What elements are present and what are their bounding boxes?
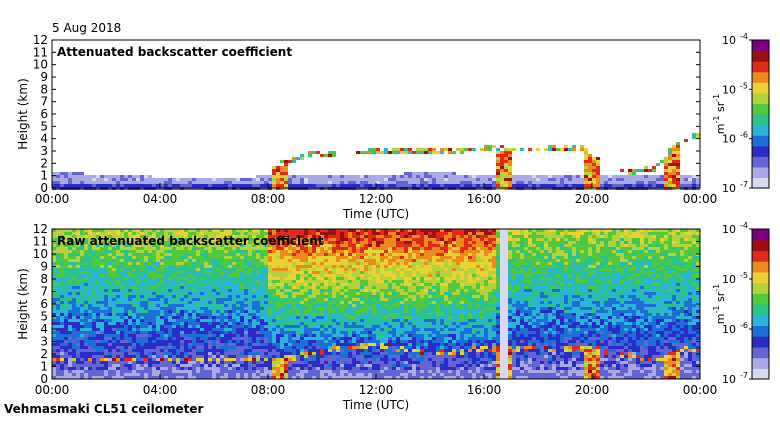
y-tick-label: 9 (40, 260, 48, 274)
colorbar-tick-label: 10 (722, 223, 736, 236)
y-tick-label: 8 (40, 272, 48, 286)
colorbar-tick-label: 10 (722, 273, 736, 286)
x-tick-label: 12:00 (359, 383, 394, 397)
y-tick-label: 3 (40, 335, 48, 349)
y-tick-label: 6 (40, 107, 48, 121)
y-tick-label: 11 (33, 235, 48, 249)
colorbar-tick-label: 10 (722, 373, 736, 386)
colorbar-unit: m-1 sr-1 (712, 284, 727, 324)
plot-area (52, 40, 700, 188)
colorbar-tick-exponent: -6 (740, 131, 748, 140)
y-tick-label: 9 (40, 70, 48, 84)
y-axis-label: Height (km) (16, 78, 30, 149)
x-tick-label: 16:00 (467, 383, 502, 397)
panel-raw-backscatter: Raw attenuated backscatter coefficient01… (16, 221, 769, 412)
y-tick-label: 5 (40, 119, 48, 133)
panel-attenuated-backscatter: Attenuated backscatter coefficient012345… (16, 32, 769, 221)
y-tick-label: 2 (40, 347, 48, 361)
colorbar-tick-label: 10 (722, 83, 736, 96)
y-tick-label: 1 (40, 169, 48, 183)
x-tick-label: 16:00 (467, 192, 502, 206)
y-tick-label: 12 (33, 33, 48, 47)
y-tick-label: 12 (33, 222, 48, 236)
y-tick-label: 2 (40, 156, 48, 170)
x-tick-label: 12:00 (359, 192, 394, 206)
y-tick-label: 10 (33, 247, 48, 261)
colorbar (752, 40, 769, 189)
y-tick-label: 11 (33, 45, 48, 59)
heatmap-cells (52, 229, 700, 379)
colorbar-tick-exponent: -7 (740, 180, 748, 189)
y-tick-label: 4 (40, 132, 48, 146)
x-tick-label: 00:00 (683, 383, 718, 397)
x-tick-label: 04:00 (143, 383, 178, 397)
y-tick-label: 7 (40, 95, 48, 109)
colorbar-tick-exponent: -4 (740, 221, 748, 230)
colorbar-unit: m-1 sr-1 (712, 94, 727, 134)
colorbar-tick-label: 10 (722, 34, 736, 47)
y-tick-label: 6 (40, 297, 48, 311)
x-tick-label: 08:00 (251, 383, 286, 397)
colorbar-tick-exponent: -6 (740, 321, 748, 330)
colorbar-tick-exponent: -4 (740, 32, 748, 41)
panel-title: Attenuated backscatter coefficient (57, 45, 292, 59)
colorbar-tick-exponent: -5 (740, 271, 748, 280)
x-axis-label: Time (UTC) (342, 398, 409, 412)
y-tick-label: 8 (40, 82, 48, 96)
x-tick-label: 00:00 (683, 192, 718, 206)
colorbar-tick-exponent: -5 (740, 81, 748, 90)
colorbar-tick-exponent: -7 (740, 371, 748, 380)
x-tick-label: 00:00 (35, 383, 70, 397)
x-tick-label: 20:00 (575, 383, 610, 397)
y-axis-label: Height (km) (16, 268, 30, 339)
colorbar (752, 229, 769, 380)
x-tick-label: 04:00 (143, 192, 178, 206)
y-tick-label: 1 (40, 360, 48, 374)
x-axis-label: Time (UTC) (342, 207, 409, 221)
x-tick-label: 00:00 (35, 192, 70, 206)
y-tick-label: 3 (40, 144, 48, 158)
x-tick-label: 20:00 (575, 192, 610, 206)
panel-title: Raw attenuated backscatter coefficient (57, 234, 324, 248)
y-tick-label: 4 (40, 322, 48, 336)
instrument-label: Vehmasmaki CL51 ceilometer (4, 402, 204, 416)
y-tick-label: 5 (40, 310, 48, 324)
y-tick-label: 7 (40, 285, 48, 299)
x-tick-label: 08:00 (251, 192, 286, 206)
colorbar-tick-label: 10 (722, 182, 736, 195)
y-tick-label: 10 (33, 58, 48, 72)
date-label: 5 Aug 2018 (52, 21, 121, 35)
